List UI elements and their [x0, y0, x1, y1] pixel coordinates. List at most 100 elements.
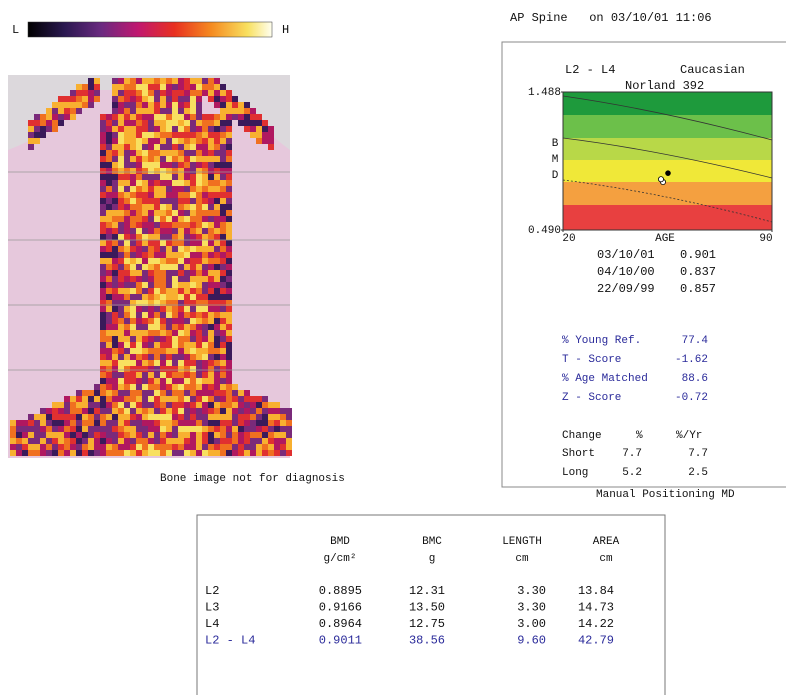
image-pixel	[112, 318, 118, 324]
image-pixel	[172, 90, 178, 96]
image-pixel	[208, 252, 214, 258]
image-pixel	[100, 192, 106, 198]
image-pixel	[136, 210, 142, 216]
image-pixel	[58, 102, 64, 108]
image-pixel	[208, 432, 214, 438]
image-pixel	[136, 102, 142, 108]
image-pixel	[226, 384, 232, 390]
image-pixel	[148, 408, 154, 414]
image-pixel	[190, 318, 196, 324]
image-pixel	[124, 336, 130, 342]
image-pixel	[214, 390, 220, 396]
image-pixel	[208, 96, 214, 102]
image-pixel	[124, 450, 130, 456]
image-pixel	[106, 156, 112, 162]
image-pixel	[142, 216, 148, 222]
image-pixel	[220, 342, 226, 348]
image-pixel	[130, 150, 136, 156]
image-pixel	[250, 426, 256, 432]
image-pixel	[166, 264, 172, 270]
image-pixel	[220, 102, 226, 108]
image-pixel	[226, 180, 232, 186]
image-pixel	[70, 96, 76, 102]
image-pixel	[184, 204, 190, 210]
image-pixel	[76, 390, 82, 396]
image-pixel	[148, 282, 154, 288]
image-pixel	[184, 252, 190, 258]
image-pixel	[166, 252, 172, 258]
image-pixel	[118, 174, 124, 180]
image-pixel	[142, 96, 148, 102]
image-pixel	[100, 402, 106, 408]
image-pixel	[136, 432, 142, 438]
image-pixel	[178, 312, 184, 318]
image-pixel	[220, 384, 226, 390]
image-pixel	[238, 426, 244, 432]
image-pixel	[172, 174, 178, 180]
image-pixel	[208, 294, 214, 300]
image-pixel	[232, 114, 238, 120]
image-pixel	[82, 420, 88, 426]
image-pixel	[190, 246, 196, 252]
image-pixel	[214, 192, 220, 198]
image-pixel	[244, 390, 250, 396]
image-pixel	[208, 336, 214, 342]
image-pixel	[124, 366, 130, 372]
image-pixel	[106, 444, 112, 450]
image-pixel	[220, 96, 226, 102]
image-pixel	[226, 186, 232, 192]
image-pixel	[46, 114, 52, 120]
image-pixel	[226, 348, 232, 354]
image-pixel	[118, 252, 124, 258]
image-pixel	[106, 282, 112, 288]
image-pixel	[76, 450, 82, 456]
image-pixel	[124, 384, 130, 390]
image-pixel	[184, 162, 190, 168]
image-pixel	[286, 444, 292, 450]
image-pixel	[118, 372, 124, 378]
image-pixel	[238, 420, 244, 426]
image-pixel	[178, 222, 184, 228]
image-pixel	[160, 264, 166, 270]
image-pixel	[106, 312, 112, 318]
image-pixel	[94, 384, 100, 390]
score-value: 88.6	[682, 373, 708, 385]
image-pixel	[196, 96, 202, 102]
image-pixel	[190, 342, 196, 348]
image-pixel	[214, 306, 220, 312]
image-pixel	[130, 132, 136, 138]
image-pixel	[190, 396, 196, 402]
image-pixel	[190, 264, 196, 270]
image-pixel	[190, 384, 196, 390]
image-pixel	[250, 414, 256, 420]
image-pixel	[172, 96, 178, 102]
image-pixel	[70, 90, 76, 96]
image-pixel	[208, 276, 214, 282]
image-pixel	[22, 426, 28, 432]
image-pixel	[256, 414, 262, 420]
image-pixel	[148, 432, 154, 438]
image-pixel	[196, 384, 202, 390]
image-pixel	[70, 426, 76, 432]
image-pixel	[10, 420, 16, 426]
image-pixel	[10, 426, 16, 432]
image-pixel	[160, 234, 166, 240]
image-pixel	[142, 198, 148, 204]
image-pixel	[112, 282, 118, 288]
report: L H Bone image not for diagnosis AP Spin…	[0, 0, 786, 695]
change-label: Long	[562, 467, 588, 479]
image-pixel	[166, 162, 172, 168]
image-pixel	[226, 258, 232, 264]
image-pixel	[202, 204, 208, 210]
image-pixel	[130, 210, 136, 216]
image-pixel	[220, 114, 226, 120]
image-pixel	[160, 342, 166, 348]
image-pixel	[34, 420, 40, 426]
image-pixel	[82, 438, 88, 444]
image-pixel	[130, 342, 136, 348]
image-pixel	[130, 216, 136, 222]
image-pixel	[106, 324, 112, 330]
image-pixel	[142, 228, 148, 234]
image-pixel	[184, 192, 190, 198]
image-pixel	[178, 348, 184, 354]
